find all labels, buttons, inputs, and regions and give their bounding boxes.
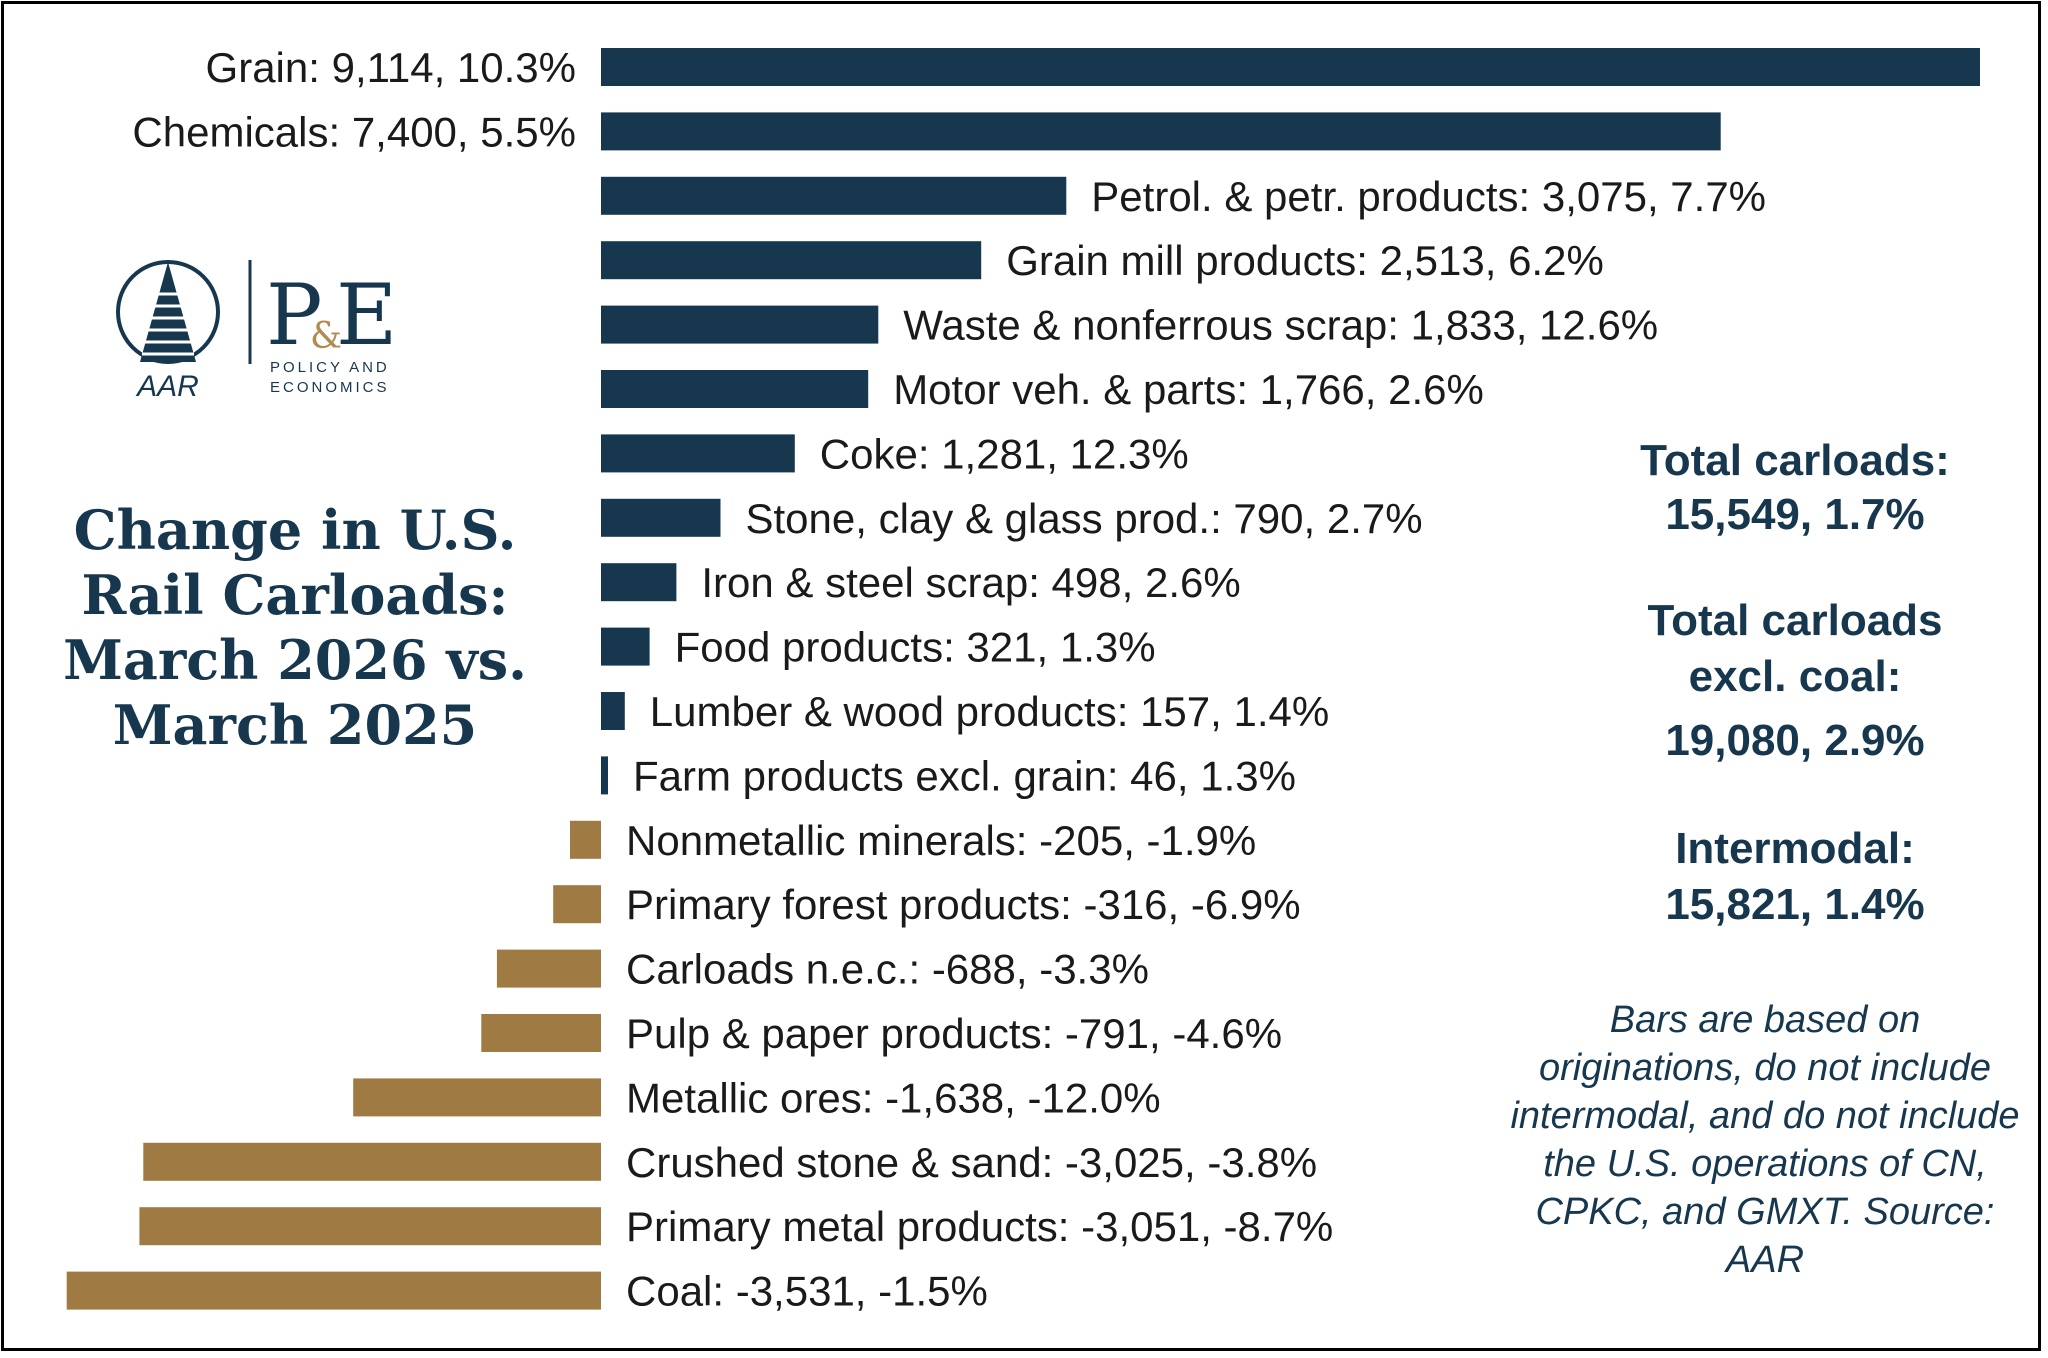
bar-5 bbox=[601, 370, 869, 408]
bar-label-18: Primary metal products: -3,051, -8.7% bbox=[626, 1203, 1333, 1250]
bar-12 bbox=[570, 820, 601, 859]
total-excl-coal-value: 19,080, 2.9% bbox=[1665, 716, 1925, 765]
bar-label-2: Petrol. & petr. products: 3,075, 7.7% bbox=[1091, 173, 1766, 220]
bar-label-17: Crushed stone & sand: -3,025, -3.8% bbox=[626, 1139, 1317, 1186]
bar-3 bbox=[601, 241, 982, 280]
aar-emblem-icon bbox=[116, 260, 220, 364]
bar-8 bbox=[601, 563, 677, 602]
bar-16 bbox=[353, 1078, 601, 1117]
intermodal-value: 15,821, 1.4% bbox=[1665, 880, 1925, 929]
total-excl-coal-label-1: Total carloads bbox=[1647, 596, 1943, 645]
intermodal-label: Intermodal: bbox=[1675, 824, 1915, 873]
bar-label-9: Food products: 321, 1.3% bbox=[675, 624, 1156, 671]
bar-label-15: Pulp & paper products: -791, -4.6% bbox=[626, 1010, 1282, 1057]
bar-9 bbox=[601, 627, 650, 666]
aar-pe-logo: AAR P & E POLICY AND ECONOMICS bbox=[116, 260, 397, 403]
bar-label-14: Carloads n.e.c.: -688, -3.3% bbox=[626, 946, 1149, 993]
bar-label-1: Chemicals: 7,400, 5.5% bbox=[132, 108, 576, 155]
bar-11 bbox=[601, 756, 608, 795]
bar-label-10: Lumber & wood products: 157, 1.4% bbox=[650, 688, 1329, 735]
bar-6 bbox=[601, 434, 795, 473]
bar-label-8: Iron & steel scrap: 498, 2.6% bbox=[701, 559, 1240, 606]
total-carloads-label: Total carloads: bbox=[1640, 436, 1950, 485]
bar-18 bbox=[139, 1207, 601, 1246]
total-excl-coal-label-2: excl. coal: bbox=[1688, 652, 1902, 701]
total-carloads-value: 15,549, 1.7% bbox=[1665, 490, 1925, 539]
pe-letter-e: E bbox=[336, 266, 397, 364]
bar-label-12: Nonmetallic minerals: -205, -1.9% bbox=[626, 817, 1256, 864]
pe-tagline-1: POLICY AND bbox=[270, 359, 390, 376]
bar-label-11: Farm products excl. grain: 46, 1.3% bbox=[633, 752, 1296, 799]
bar-label-3: Grain mill products: 2,513, 6.2% bbox=[1006, 237, 1604, 284]
bar-15 bbox=[481, 1014, 601, 1052]
source-note: Bars are based on originations, do not i… bbox=[1510, 999, 2020, 1281]
bar-19 bbox=[66, 1271, 601, 1310]
bar-label-16: Metallic ores: -1,638, -12.0% bbox=[626, 1074, 1161, 1121]
chart-title: Change in U.S. Rail Carloads: March 2026… bbox=[63, 498, 527, 757]
pe-letter-p: P bbox=[266, 266, 323, 364]
bar-label-4: Waste & nonferrous scrap: 1,833, 12.6% bbox=[903, 302, 1658, 349]
aar-wordmark: AAR bbox=[135, 370, 199, 403]
bar-4 bbox=[601, 305, 879, 344]
pe-tagline-2: ECONOMICS bbox=[270, 379, 390, 396]
bar-2 bbox=[601, 176, 1067, 215]
bar-17 bbox=[143, 1142, 602, 1181]
bar-14 bbox=[496, 949, 601, 988]
bar-label-5: Motor veh. & parts: 1,766, 2.6% bbox=[893, 366, 1484, 413]
bar-7 bbox=[601, 498, 721, 537]
bar-label-19: Coal: -3,531, -1.5% bbox=[626, 1268, 988, 1315]
bar-label-6: Coke: 1,281, 12.3% bbox=[820, 430, 1189, 477]
bar-13 bbox=[553, 885, 601, 924]
bar-label-0: Grain: 9,114, 10.3% bbox=[206, 44, 576, 91]
bar-label-7: Stone, clay & glass prod.: 790, 2.7% bbox=[746, 495, 1423, 542]
bar-0 bbox=[601, 48, 1980, 86]
bar-10 bbox=[601, 692, 625, 730]
bar-label-13: Primary forest products: -316, -6.9% bbox=[626, 881, 1301, 928]
bar-1 bbox=[601, 112, 1721, 151]
pe-ampersand: & bbox=[310, 316, 342, 357]
